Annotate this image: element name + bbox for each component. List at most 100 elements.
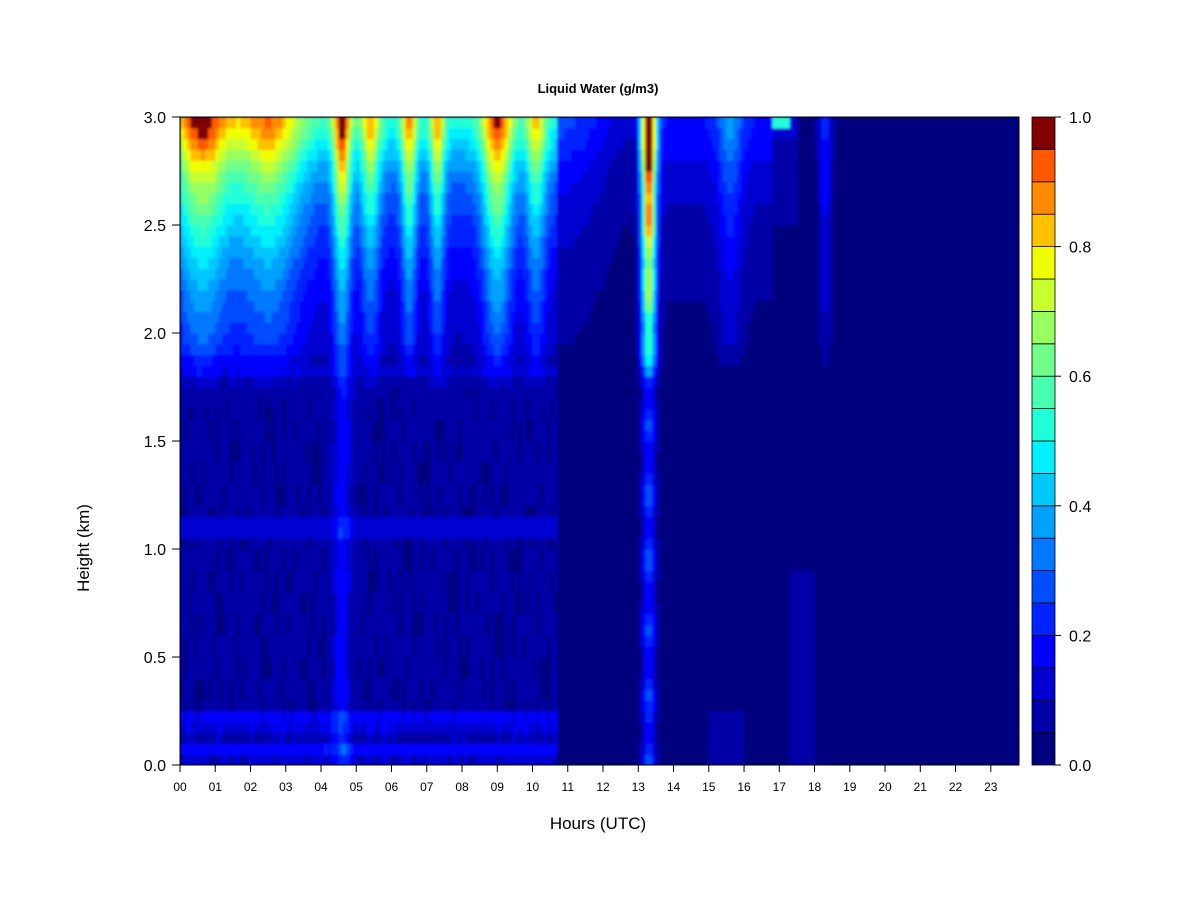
heatmap-cell (236, 646, 241, 658)
heatmap-cell (285, 354, 290, 366)
heatmap-cell (250, 657, 255, 669)
heatmap-cell (800, 732, 805, 744)
heatmap-cell (419, 300, 424, 312)
heatmap-cell (215, 581, 220, 593)
heatmap-cell (328, 732, 333, 744)
heatmap-cell (712, 322, 717, 334)
heatmap-cell (271, 689, 276, 701)
heatmap-cell (349, 311, 354, 323)
heatmap-cell (246, 613, 252, 626)
heatmap-cell (359, 559, 364, 572)
heatmap-cell (447, 700, 453, 712)
heatmap-cell (289, 689, 294, 701)
heatmap-cell (652, 592, 657, 604)
heatmap-cell (483, 333, 488, 345)
heatmap-cell (652, 721, 657, 734)
heatmap-cell (211, 311, 216, 323)
heatmap-cell (282, 689, 287, 701)
heatmap-cell (310, 300, 315, 312)
heatmap-cell (201, 397, 206, 410)
heatmap-cell (254, 289, 259, 302)
heatmap-cell (405, 516, 410, 528)
heatmap-cell (370, 678, 375, 690)
heatmap-cell (419, 505, 424, 518)
heatmap-cell (359, 603, 364, 615)
heatmap-cell (648, 700, 653, 712)
heatmap-cell (514, 516, 520, 528)
heatmap-cell (395, 268, 400, 280)
heatmap-cell (744, 268, 749, 280)
heatmap-cell (321, 495, 326, 507)
heatmap-cell (229, 279, 234, 291)
heatmap-cell (285, 365, 290, 377)
heatmap-cell (638, 711, 643, 723)
heatmap-cell (331, 451, 336, 464)
heatmap-cell (726, 300, 731, 312)
heatmap-cell (183, 678, 188, 690)
heatmap-cell (250, 376, 255, 388)
heatmap-cell (462, 279, 467, 291)
heatmap-cell (539, 343, 544, 356)
heatmap-cell (532, 570, 537, 582)
heatmap-cell (433, 549, 438, 561)
heatmap-cell (437, 743, 442, 755)
heatmap-cell (204, 570, 209, 582)
heatmap-cell (292, 365, 297, 377)
heatmap-cell (504, 657, 509, 669)
heatmap-cell (483, 613, 488, 626)
heatmap-cell (553, 667, 558, 680)
heatmap-cell (409, 700, 414, 712)
heatmap-cell (366, 387, 371, 399)
heatmap-cell (299, 700, 304, 712)
heatmap-cell (289, 721, 294, 734)
heatmap-cell (384, 430, 389, 442)
heatmap-cell (324, 538, 329, 550)
heatmap-cell (264, 754, 269, 765)
heatmap-cell (729, 311, 735, 323)
heatmap-cell (426, 354, 431, 366)
heatmap-cell (246, 451, 252, 464)
heatmap-cell (465, 279, 470, 291)
heatmap-cell (180, 311, 185, 323)
heatmap-cell (225, 667, 230, 680)
heatmap-cell (232, 333, 238, 345)
heatmap-cell (395, 495, 400, 507)
heatmap-cell (490, 527, 495, 539)
heatmap-cell (511, 311, 516, 323)
heatmap-cell (211, 754, 216, 765)
heatmap-cell (250, 279, 255, 291)
heatmap-cell (366, 516, 371, 528)
heatmap-cell (648, 603, 653, 615)
heatmap-cell (571, 311, 576, 323)
heatmap-cell (518, 721, 523, 734)
heatmap-cell (546, 397, 551, 410)
heatmap-cell (345, 689, 350, 701)
heatmap-cell (324, 322, 329, 334)
heatmap-cell (377, 721, 382, 734)
heatmap-cell (433, 408, 438, 420)
heatmap-cell (595, 268, 601, 280)
heatmap-cell (440, 754, 445, 765)
heatmap-cell (310, 646, 315, 658)
heatmap-cell (218, 559, 223, 572)
heatmap-cell (546, 322, 551, 334)
heatmap-cell (187, 635, 192, 647)
heatmap-cell (229, 289, 234, 302)
heatmap-cell (412, 732, 417, 744)
heatmap-cell (803, 721, 809, 734)
heatmap-cell (539, 419, 544, 431)
heatmap-cell (652, 538, 657, 550)
heatmap-cell (292, 333, 297, 345)
heatmap-cell (451, 743, 456, 755)
heatmap-cell (363, 343, 368, 356)
heatmap-cell (328, 354, 333, 366)
heatmap-cell (433, 538, 438, 550)
heatmap-cell (204, 451, 209, 464)
heatmap-cell (553, 527, 558, 539)
heatmap-cell (250, 635, 255, 647)
heatmap-cell (444, 754, 449, 765)
heatmap-cell (289, 678, 294, 690)
heatmap-cell (412, 743, 417, 755)
heatmap-cell (187, 559, 192, 572)
heatmap-cell (363, 354, 368, 366)
